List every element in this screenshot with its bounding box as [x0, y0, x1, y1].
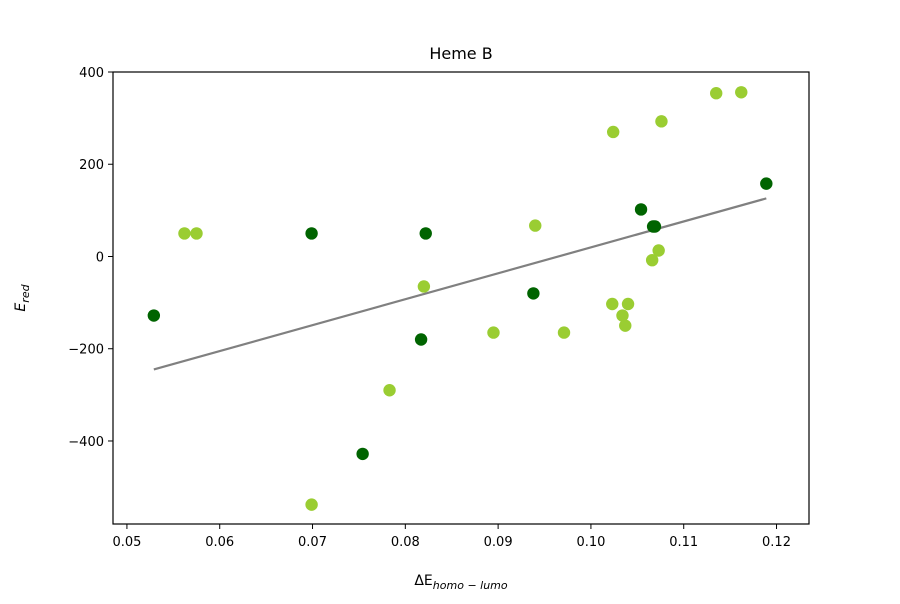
scatter-point — [648, 220, 662, 233]
scatter-point — [634, 203, 648, 216]
scatter-point — [606, 125, 620, 139]
x-tick-label: 0.08 — [391, 535, 420, 550]
y-axis-label: Ered — [13, 283, 32, 311]
scatter-point — [190, 227, 203, 240]
scatter-point — [655, 115, 668, 128]
scatter-point — [645, 253, 659, 267]
scatter-point — [305, 227, 318, 240]
scatter-point — [417, 280, 431, 293]
x-axis-label: ΔEhomo − lumo — [414, 573, 508, 592]
scatter-point — [527, 287, 540, 300]
scatter-points-layer — [147, 86, 773, 511]
scatter-point — [147, 309, 161, 322]
scatter-point — [383, 384, 396, 397]
scatter-point — [419, 227, 432, 240]
scatter-point — [487, 326, 500, 339]
x-tick-label: 0.07 — [298, 535, 327, 550]
scatter-point — [735, 86, 748, 99]
x-axis-label-main: ΔE — [414, 573, 432, 589]
y-axis-label-subscript: red — [19, 283, 32, 302]
x-axis-ticks: 0.05 0.06 0.07 0.08 0.09 0.10 0.11 0.12 — [112, 524, 791, 550]
x-tick-label: 0.06 — [205, 535, 234, 550]
y-tick-label: 400 — [79, 66, 104, 81]
scatter-point — [710, 87, 723, 100]
fit-line-layer — [153, 197, 767, 371]
x-tick-label: 0.11 — [669, 535, 698, 550]
y-tick-label: −400 — [68, 435, 104, 450]
scatter-point — [606, 297, 619, 311]
y-axis-label-main: E — [13, 303, 29, 312]
scatter-point — [529, 219, 542, 232]
x-tick-label: 0.09 — [484, 535, 513, 550]
y-tick-label: 0 — [96, 250, 104, 265]
x-axis-label-subscript: homo − lumo — [433, 579, 508, 592]
scatter-point — [621, 297, 635, 311]
scatter-point — [616, 309, 629, 322]
scatter-point — [652, 244, 665, 257]
x-tick-label: 0.12 — [762, 535, 791, 550]
x-tick-label: 0.05 — [112, 535, 141, 550]
y-tick-label: 200 — [79, 158, 104, 173]
scatter-point — [356, 447, 369, 461]
chart-title: Heme B — [429, 44, 492, 63]
plot-frame — [112, 71, 810, 525]
y-tick-label: −200 — [68, 343, 104, 358]
x-tick-label: 0.10 — [576, 535, 605, 550]
scatter-point — [557, 326, 571, 339]
regression-line — [153, 197, 767, 371]
scatter-point — [619, 319, 632, 332]
scatter-point — [760, 177, 773, 190]
scatter-point — [414, 333, 428, 346]
y-axis-ticks: −400 −200 0 200 400 — [68, 66, 113, 450]
scatter-point — [178, 227, 191, 240]
scatter-point — [305, 498, 318, 511]
